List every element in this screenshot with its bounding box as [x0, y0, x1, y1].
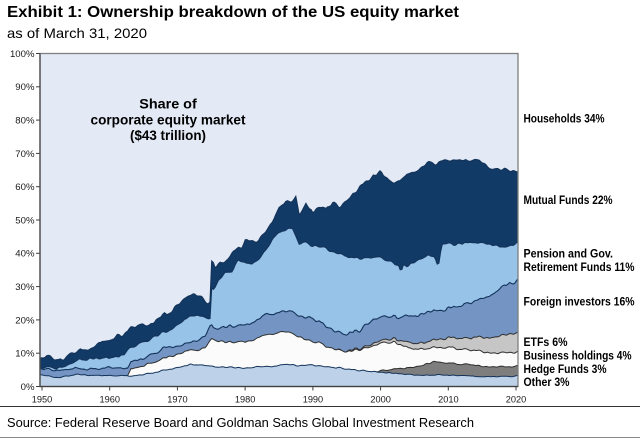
svg-text:2000: 2000	[370, 395, 391, 406]
svg-text:2010: 2010	[438, 395, 459, 406]
svg-text:ETFs 6%: ETFs 6%	[524, 335, 568, 349]
svg-text:Exhibit 1: Ownership breakdown: Exhibit 1: Ownership breakdown of the US…	[7, 4, 460, 21]
svg-text:2020: 2020	[506, 395, 527, 406]
svg-text:Mutual Funds 22%: Mutual Funds 22%	[524, 193, 613, 207]
svg-text:as of March 31, 2020: as of March 31, 2020	[7, 25, 147, 41]
svg-text:Business holdings 4%: Business holdings 4%	[524, 348, 632, 362]
svg-text:($43 trillion): ($43 trillion)	[130, 127, 206, 143]
svg-text:10%: 10%	[15, 349, 35, 360]
svg-text:1990: 1990	[303, 395, 324, 406]
svg-text:80%: 80%	[15, 116, 35, 127]
svg-text:50%: 50%	[15, 215, 35, 226]
svg-text:corporate equity market: corporate equity market	[91, 112, 246, 128]
svg-text:70%: 70%	[15, 149, 35, 160]
svg-text:1960: 1960	[100, 395, 121, 406]
svg-text:60%: 60%	[15, 182, 35, 193]
svg-text:Households 34%: Households 34%	[524, 111, 605, 125]
svg-text:1980: 1980	[235, 395, 256, 406]
svg-text:100%: 100%	[10, 49, 35, 60]
svg-text:Share of: Share of	[139, 96, 197, 112]
svg-text:Source: Federal Reserve Board: Source: Federal Reserve Board and Goldma…	[7, 415, 474, 430]
svg-text:0%: 0%	[21, 382, 35, 393]
svg-text:40%: 40%	[15, 249, 35, 260]
svg-text:Foreign investors 16%: Foreign investors 16%	[524, 295, 635, 309]
svg-text:Pension and Gov.: Pension and Gov.	[524, 247, 614, 261]
svg-text:1970: 1970	[167, 395, 188, 406]
svg-text:90%: 90%	[15, 82, 35, 93]
svg-text:20%: 20%	[15, 315, 35, 326]
svg-text:1950: 1950	[32, 395, 53, 406]
svg-text:30%: 30%	[15, 282, 35, 293]
svg-text:Other 3%: Other 3%	[524, 375, 570, 389]
svg-text:Retirement Funds 11%: Retirement Funds 11%	[524, 260, 635, 274]
svg-text:Hedge Funds 3%: Hedge Funds 3%	[524, 362, 607, 376]
